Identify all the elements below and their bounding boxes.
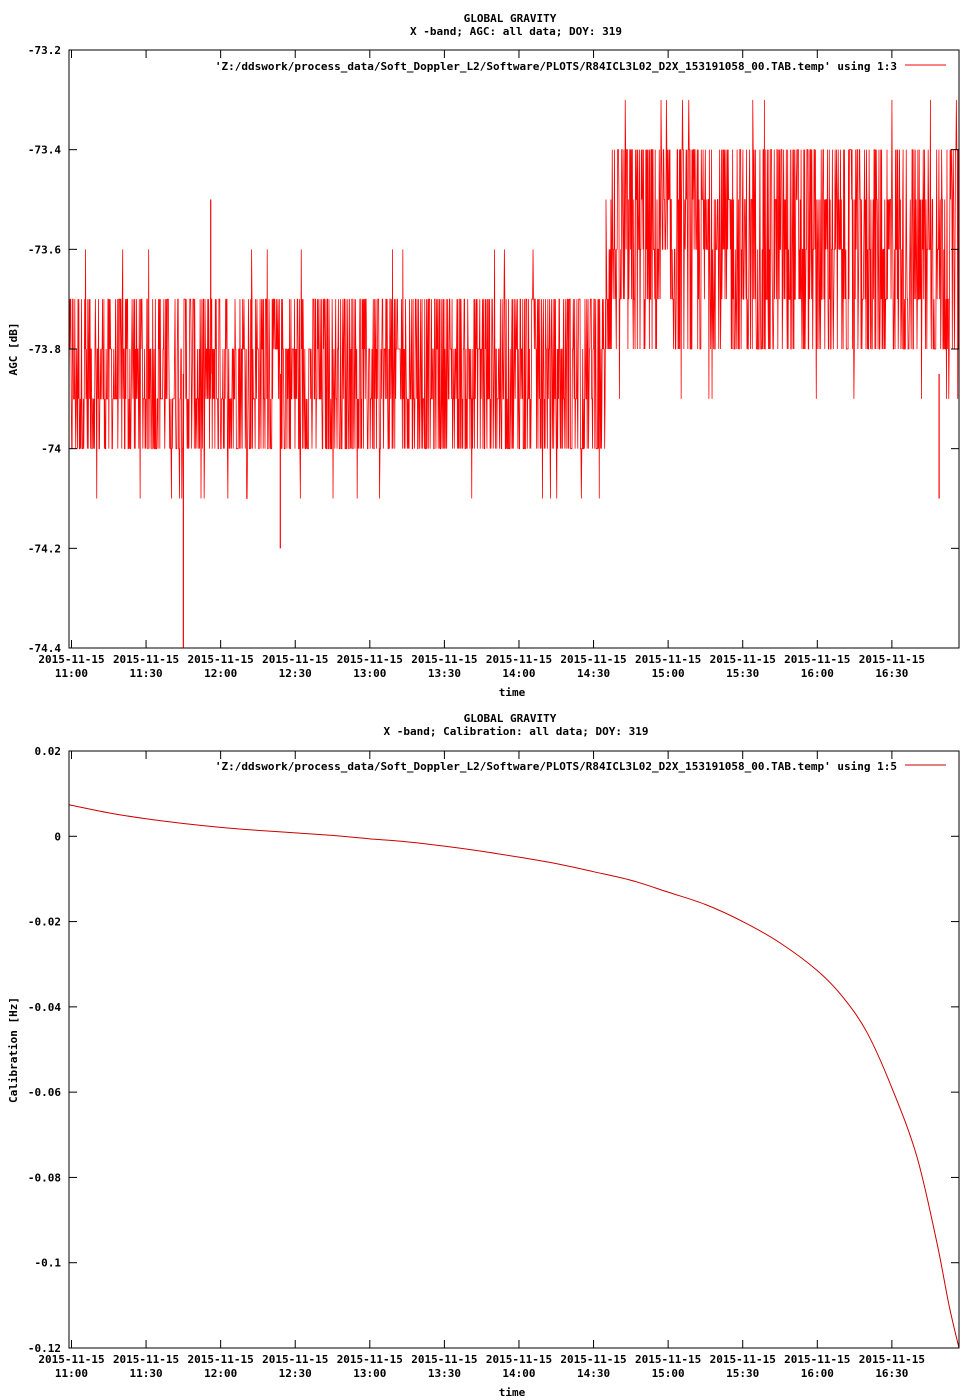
calibration-x-tick-label: 11:30 (130, 1367, 163, 1380)
agc-x-tick-date: 2015-11-15 (337, 653, 403, 666)
agc-y-axis-label: AGC [dB] (7, 323, 20, 376)
agc-x-tick-label: 16:30 (875, 667, 908, 680)
calibration-x-tick-label: 13:00 (353, 1367, 386, 1380)
calibration-x-tick-date: 2015-11-15 (337, 1353, 403, 1366)
agc-y-tick-label: -74 (41, 443, 61, 456)
calibration-axes: 0.020-0.02-0.04-0.06-0.08-0.1-0.122015-1… (28, 745, 959, 1380)
calibration-x-tick-date: 2015-11-15 (710, 1353, 776, 1366)
agc-x-tick-label: 15:00 (652, 667, 685, 680)
agc-panel: GLOBAL GRAVITY X -band; AGC: all data; D… (7, 12, 960, 699)
agc-x-tick-label: 11:00 (55, 667, 88, 680)
calibration-x-tick-label: 16:30 (875, 1367, 908, 1380)
agc-x-tick-date: 2015-11-15 (784, 653, 850, 666)
calibration-x-tick-date: 2015-11-15 (560, 1353, 626, 1366)
calibration-plot-frame (68, 750, 960, 1349)
calibration-y-tick-label: 0.02 (35, 745, 62, 758)
calibration-x-tick-date: 2015-11-15 (188, 1353, 254, 1366)
calibration-x-tick-label: 16:00 (801, 1367, 834, 1380)
agc-x-tick-label: 14:00 (502, 667, 535, 680)
calibration-chart-title: GLOBAL GRAVITY (464, 712, 557, 725)
agc-x-tick-label: 12:30 (279, 667, 312, 680)
agc-x-axis-label: time (499, 686, 526, 699)
calibration-x-tick-label: 12:00 (204, 1367, 237, 1380)
agc-y-tick-label: -74.4 (28, 642, 61, 655)
calibration-series-line (68, 804, 960, 1349)
agc-x-tick-date: 2015-11-15 (635, 653, 701, 666)
agc-x-tick-date: 2015-11-15 (38, 653, 104, 666)
agc-y-tick-label: -73.4 (28, 144, 61, 157)
agc-legend: 'Z:/ddswork/process_data/Soft_Doppler_L2… (215, 60, 946, 73)
calibration-x-tick-date: 2015-11-15 (859, 1353, 925, 1366)
agc-x-tick-label: 16:00 (801, 667, 834, 680)
calibration-x-tick-date: 2015-11-15 (411, 1353, 477, 1366)
calibration-y-tick-label: -0.02 (28, 916, 61, 929)
agc-y-tick-label: -74.2 (28, 542, 61, 555)
calibration-x-tick-label: 12:30 (279, 1367, 312, 1380)
agc-x-tick-label: 13:00 (353, 667, 386, 680)
agc-x-tick-label: 13:30 (428, 667, 461, 680)
calibration-x-tick-date: 2015-11-15 (486, 1353, 552, 1366)
agc-y-tick-label: -73.6 (28, 243, 61, 256)
agc-y-tick-label: -73.2 (28, 44, 61, 57)
calibration-x-tick-label: 14:30 (577, 1367, 610, 1380)
agc-x-tick-date: 2015-11-15 (486, 653, 552, 666)
agc-x-tick-date: 2015-11-15 (113, 653, 179, 666)
agc-chart-subtitle: X -band; AGC: all data; DOY: 319 (410, 25, 622, 38)
calibration-y-tick-label: -0.06 (28, 1086, 61, 1099)
agc-axes: -73.2-73.4-73.6-73.8-74-74.2-74.42015-11… (28, 44, 959, 680)
calibration-x-tick-date: 2015-11-15 (262, 1353, 328, 1366)
calibration-legend-label: 'Z:/ddswork/process_data/Soft_Doppler_L2… (215, 760, 897, 773)
agc-x-tick-date: 2015-11-15 (859, 653, 925, 666)
calibration-y-tick-label: -0.12 (28, 1342, 61, 1355)
agc-x-tick-date: 2015-11-15 (710, 653, 776, 666)
agc-y-tick-label: -73.8 (28, 343, 61, 356)
agc-series (68, 99, 959, 648)
agc-legend-label: 'Z:/ddswork/process_data/Soft_Doppler_L2… (215, 60, 897, 73)
agc-x-tick-date: 2015-11-15 (560, 653, 626, 666)
calibration-series (68, 804, 960, 1349)
agc-chart-title: GLOBAL GRAVITY (464, 12, 557, 25)
calibration-y-tick-label: 0 (54, 830, 61, 843)
calibration-x-tick-label: 11:00 (55, 1367, 88, 1380)
calibration-x-tick-label: 14:00 (502, 1367, 535, 1380)
agc-series-line (68, 99, 959, 499)
agc-x-tick-date: 2015-11-15 (262, 653, 328, 666)
agc-x-tick-date: 2015-11-15 (411, 653, 477, 666)
calibration-panel: GLOBAL GRAVITY X -band; Calibration: all… (7, 712, 960, 1399)
calibration-x-tick-label: 13:30 (428, 1367, 461, 1380)
agc-x-tick-label: 15:30 (726, 667, 759, 680)
calibration-x-tick-date: 2015-11-15 (784, 1353, 850, 1366)
calibration-chart-subtitle: X -band; Calibration: all data; DOY: 319 (384, 725, 649, 738)
agc-x-tick-label: 14:30 (577, 667, 610, 680)
calibration-x-tick-date: 2015-11-15 (38, 1353, 104, 1366)
agc-x-tick-date: 2015-11-15 (188, 653, 254, 666)
calibration-x-tick-date: 2015-11-15 (113, 1353, 179, 1366)
calibration-x-tick-label: 15:30 (726, 1367, 759, 1380)
agc-x-tick-label: 12:00 (204, 667, 237, 680)
calibration-y-tick-label: -0.04 (28, 1001, 61, 1014)
calibration-x-tick-label: 15:00 (652, 1367, 685, 1380)
calibration-y-tick-label: -0.08 (28, 1171, 61, 1184)
calibration-y-tick-label: -0.1 (35, 1257, 62, 1270)
calibration-x-axis-label: time (499, 1386, 526, 1399)
calibration-x-tick-date: 2015-11-15 (635, 1353, 701, 1366)
calibration-y-axis-label: Calibration [Hz] (7, 997, 20, 1103)
agc-x-tick-label: 11:30 (130, 667, 163, 680)
calibration-legend: 'Z:/ddswork/process_data/Soft_Doppler_L2… (215, 760, 946, 773)
